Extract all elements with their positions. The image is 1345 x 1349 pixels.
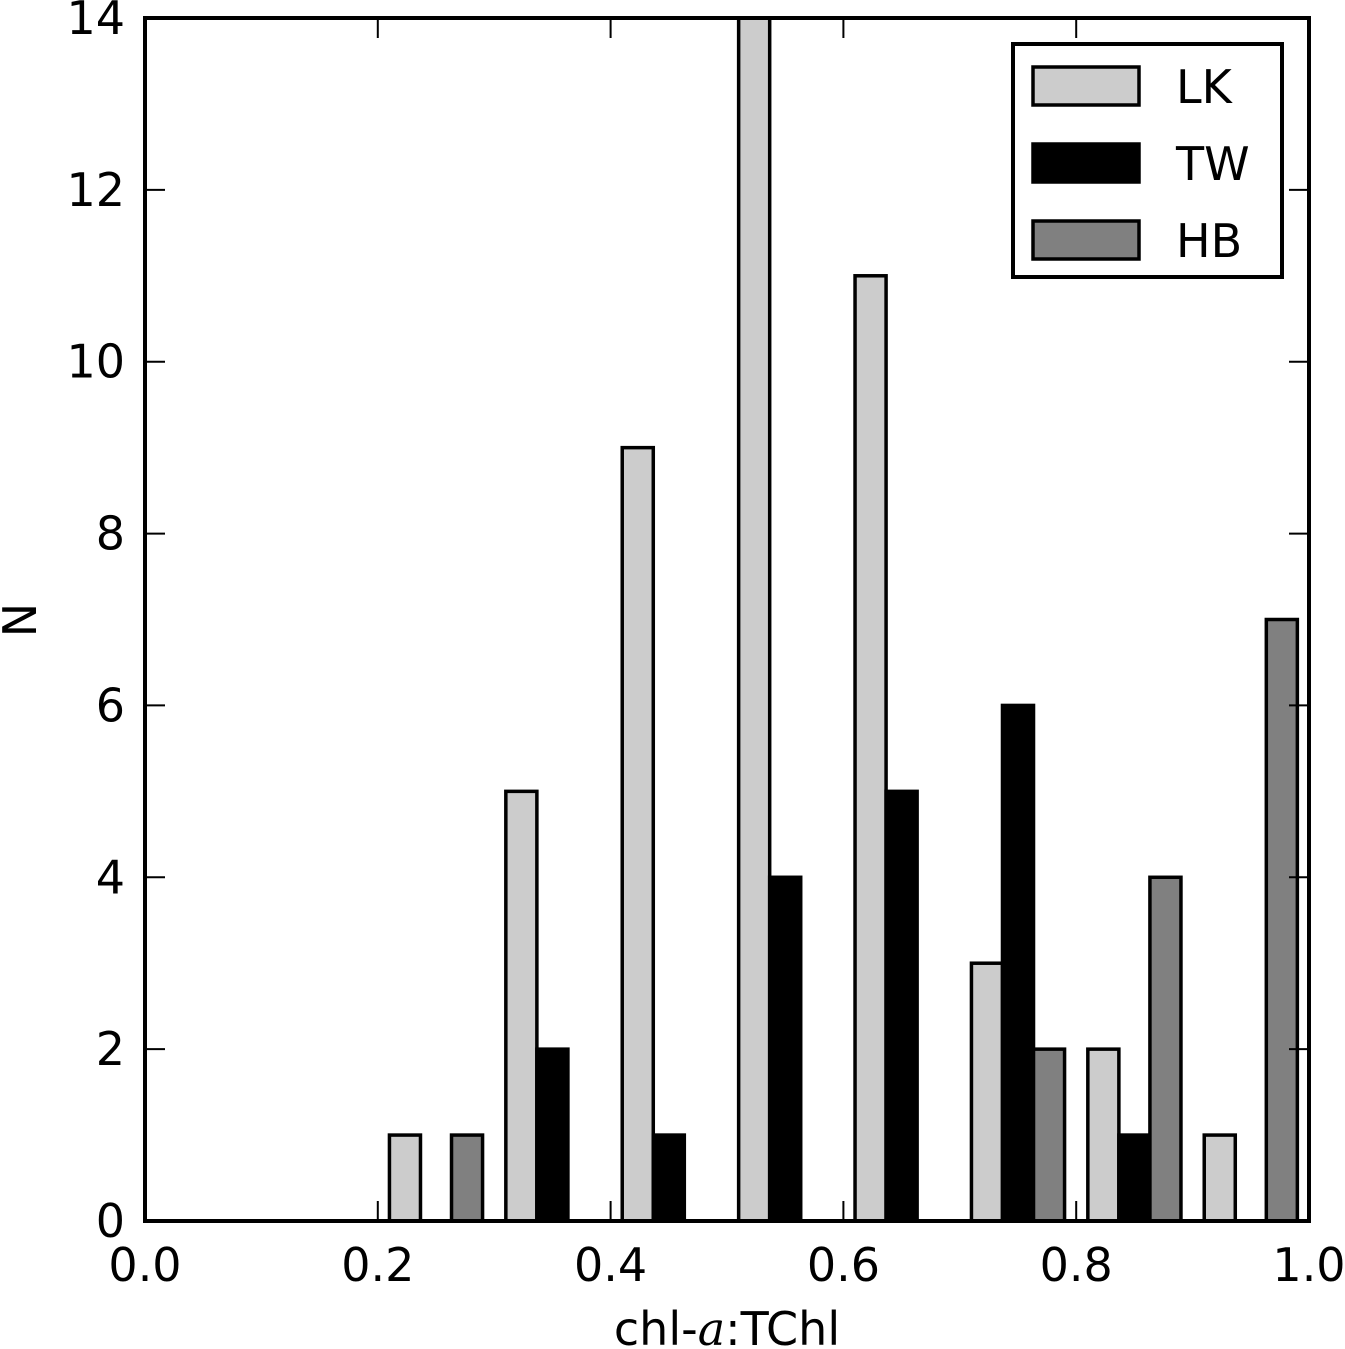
- y-tick-label: 0: [96, 1194, 125, 1248]
- legend-swatch-tw: [1031, 142, 1141, 184]
- x-tick-label: 0.8: [1040, 1238, 1113, 1292]
- x-tick-label: 0.4: [574, 1238, 647, 1292]
- legend-label-tw: TW: [1175, 137, 1250, 191]
- y-tick-label: 6: [96, 678, 125, 732]
- bar-tw-8: [1117, 1133, 1152, 1223]
- legend-label-lk: LK: [1176, 60, 1234, 114]
- bar-hb-8: [1148, 875, 1183, 1223]
- bar-lk-5: [736, 16, 772, 1223]
- x-axis-label-italic: a: [698, 1302, 725, 1349]
- y-tick-label: 14: [66, 0, 125, 45]
- bar-lk-9: [1202, 1133, 1238, 1223]
- y-axis-label: N: [0, 603, 47, 637]
- legend: LK TW HB: [1011, 42, 1284, 279]
- bar-tw-7: [1000, 703, 1036, 1223]
- y-tick-label: 10: [66, 335, 125, 389]
- ticks-group: [144, 17, 1310, 1222]
- x-tick-label: 1.0: [1272, 1238, 1345, 1292]
- bar-lk-4: [620, 445, 656, 1223]
- x-tick-label: 0.6: [807, 1238, 880, 1292]
- y-tick-label: 4: [96, 850, 125, 904]
- bar-hb-2: [449, 1133, 485, 1223]
- bar-lk-3: [504, 789, 539, 1223]
- legend-swatch-hb: [1031, 219, 1141, 261]
- x-tick-label: 0.2: [341, 1238, 414, 1292]
- x-tick-label: 0.0: [108, 1238, 181, 1292]
- bar-lk-6: [853, 274, 888, 1223]
- bar-tw-6: [884, 789, 919, 1223]
- bar-lk-8: [1086, 1047, 1121, 1223]
- bar-tw-4: [651, 1133, 687, 1223]
- plot-frame: [143, 16, 1311, 1223]
- bar-tw-3: [535, 1047, 570, 1223]
- y-tick-label: 12: [66, 163, 125, 217]
- bar-lk-7: [969, 961, 1005, 1223]
- y-tick-label: 8: [96, 507, 125, 561]
- bar-lk-2: [387, 1133, 423, 1223]
- y-tick-label: 2: [96, 1022, 125, 1076]
- legend-label-hb: HB: [1176, 214, 1242, 268]
- tick-labels-group: 0.0 0.2 0.4 0.6 0.8 1.0 0 2 4 6 8 10 12 14: [66, 0, 1345, 1292]
- bar-tw-5: [767, 875, 803, 1223]
- legend-swatch-lk: [1031, 65, 1141, 107]
- x-axis-label: chl-a:TChl: [614, 1302, 840, 1349]
- bar-hb-7: [1031, 1047, 1067, 1223]
- bar-hb-9: [1264, 617, 1300, 1223]
